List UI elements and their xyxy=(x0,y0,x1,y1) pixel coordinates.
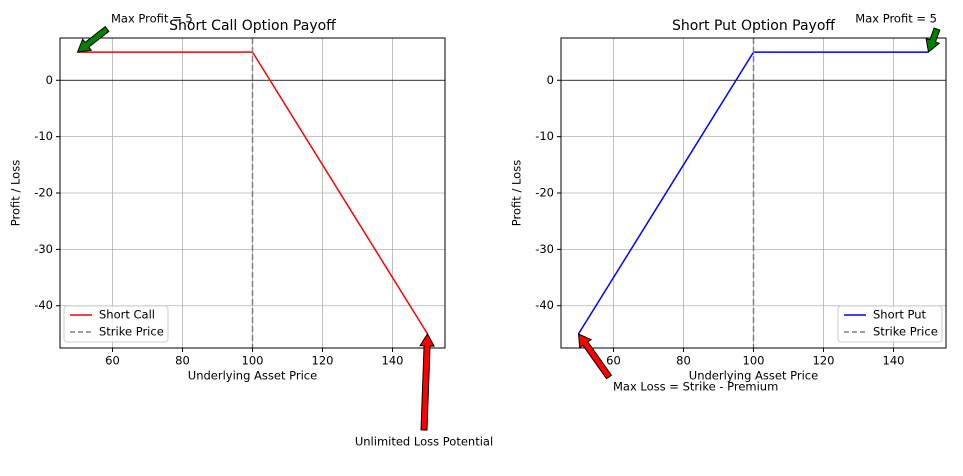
x-axis-label: Underlying Asset Price xyxy=(689,369,818,383)
x-tick-label: 80 xyxy=(676,354,691,368)
annotation-arrow xyxy=(925,27,941,54)
annotation-arrow xyxy=(76,25,110,53)
x-tick-label: 60 xyxy=(105,354,120,368)
y-tick-label: -20 xyxy=(535,186,554,200)
legend-label: Strike Price xyxy=(873,325,938,339)
plot-frame xyxy=(59,37,446,349)
plot-frame xyxy=(560,37,947,349)
x-tick-label: 140 xyxy=(382,354,404,368)
y-tick-label: -20 xyxy=(34,186,53,200)
annotation-text: Max Profit = 5 xyxy=(855,12,937,26)
legend-label: Short Call xyxy=(99,308,155,322)
annotation-arrow xyxy=(419,332,435,431)
x-tick-label: 120 xyxy=(813,354,835,368)
x-axis-label: Underlying Asset Price xyxy=(188,369,317,383)
y-axis-label: Profit / Loss xyxy=(9,160,23,226)
x-tick-label: 120 xyxy=(312,354,334,368)
legend-label: Short Put xyxy=(873,308,927,322)
y-tick-label: -40 xyxy=(34,298,53,312)
annotation-arrow xyxy=(577,333,613,380)
y-tick-label: -40 xyxy=(535,298,554,312)
y-axis-label: Profit / Loss xyxy=(510,160,524,226)
chart-title: Short Call Option Payoff xyxy=(169,18,336,34)
y-tick-label: -10 xyxy=(535,129,554,143)
x-tick-label: 100 xyxy=(242,354,264,368)
x-tick-label: 80 xyxy=(175,354,190,368)
annotation-text: Unlimited Loss Potential xyxy=(355,435,493,449)
x-tick-label: 140 xyxy=(883,354,905,368)
annotation-text: Max Profit = 5 xyxy=(111,12,193,26)
legend-label: Strike Price xyxy=(99,325,164,339)
y-tick-label: -30 xyxy=(34,242,53,256)
x-tick-label: 100 xyxy=(743,354,765,368)
y-tick-label: -30 xyxy=(535,242,554,256)
y-tick-label: 0 xyxy=(46,73,53,87)
y-tick-label: 0 xyxy=(547,73,554,87)
annotation-text: Max Loss = Strike - Premium xyxy=(613,380,778,394)
y-tick-label: -10 xyxy=(34,129,53,143)
x-tick-label: 60 xyxy=(606,354,621,368)
chart-title: Short Put Option Payoff xyxy=(672,18,835,34)
